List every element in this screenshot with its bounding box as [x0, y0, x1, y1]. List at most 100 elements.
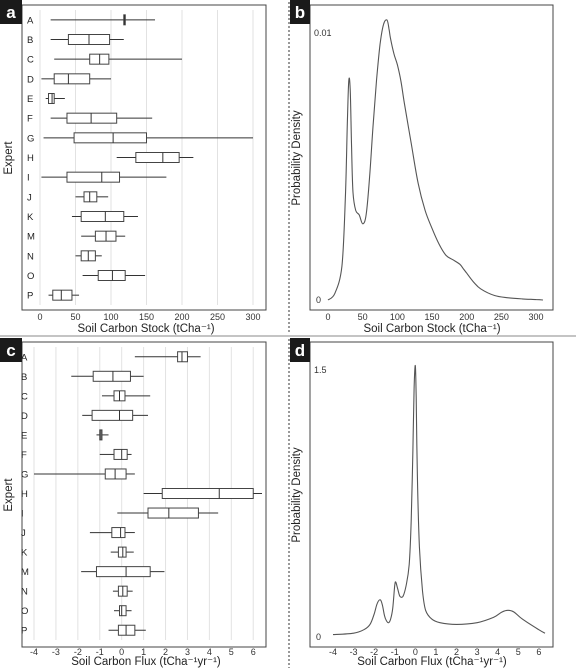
panel-b: b 0 50 100 150 200 250 300 0 0.01 Soil Carbon St… — [290, 0, 554, 335]
panel-c-expert-label: F — [21, 450, 27, 461]
panel-c-expert-label: M — [21, 567, 29, 578]
panel-c-box — [147, 507, 199, 519]
panel-b-plot: 0 50 100 150 200 250 300 0 0.01 — [314, 19, 544, 322]
panel-c-expert-label: N — [21, 587, 28, 598]
panel-d-x-tick-label: -3 — [350, 647, 358, 657]
panel-c-frame — [21, 341, 267, 648]
panel-a-expert-label: K — [27, 212, 34, 223]
panel-a-box — [83, 191, 98, 203]
panel-b-x-tick-label: 50 — [358, 312, 368, 322]
panel-b-y-tick-label: 0 — [316, 295, 321, 305]
panel-a-x-tick-label: 0 — [37, 312, 42, 322]
panel-c-label: c — [6, 341, 15, 360]
panel-c-x-tick-label: 2 — [163, 647, 168, 657]
panel-a-label: a — [6, 3, 16, 22]
panel-a-x-tick-label: 50 — [70, 312, 80, 322]
panel-c-box — [95, 566, 151, 578]
panel-a-expert-label: G — [27, 133, 34, 144]
panel-a-box — [135, 152, 180, 163]
panel-c-expert-label: O — [21, 606, 28, 617]
panel-d-density-line — [332, 364, 546, 636]
panel-a-x-tick-label: 250 — [210, 312, 225, 322]
panel-c-expert-label: I — [21, 509, 24, 520]
panel-b-label: b — [295, 3, 305, 22]
panel-c-expert-label: A — [21, 352, 28, 363]
panel-c-expert-label: G — [21, 469, 28, 480]
panel-c-box — [117, 546, 127, 558]
panel-a-expert-label: F — [27, 114, 33, 125]
panel-a-expert-label: O — [27, 271, 34, 282]
panel-c-expert-label: C — [21, 391, 28, 402]
panel-c-ylabel: Expert — [3, 478, 15, 512]
panel-d-x-tick-label: -2 — [370, 647, 378, 657]
panel-d-x-tick-label: 5 — [516, 647, 521, 657]
panel-b-density-line — [327, 19, 544, 301]
panel-c-box — [91, 409, 134, 421]
panel-c-expert-label: H — [21, 489, 28, 500]
panel-c-box — [113, 448, 128, 460]
panel-c-expert-label: J — [21, 528, 26, 539]
panel-b-label-box — [290, 0, 310, 24]
panel-a-ylabel: Expert — [3, 141, 15, 175]
panel-d-y-tick-label: 1.5 — [314, 365, 327, 375]
panel-c-x-tick-label: -4 — [30, 647, 38, 657]
panel-a-x-tick-label: 200 — [174, 312, 189, 322]
panel-b-x-tick-label: 300 — [529, 312, 544, 322]
panel-c-box — [104, 468, 127, 480]
panel-c-expert-label: D — [21, 411, 28, 422]
panel-a-expert-label: N — [27, 251, 34, 262]
panel-c-box — [177, 351, 188, 363]
panel-a-expert-label: E — [27, 94, 33, 105]
panel-b-ylabel: Probability Density — [291, 110, 303, 205]
panel-a-box — [80, 211, 125, 222]
panel-a-expert-label: I — [27, 173, 30, 184]
panel-b-xlabel: Soil Carbon Stock (tCha⁻¹) — [363, 323, 500, 335]
panel-c-x-tick-label: 6 — [251, 647, 256, 657]
panel-d-frame — [309, 341, 554, 648]
panel-a-box — [73, 132, 147, 144]
panel-a-x-tick-label: 100 — [103, 312, 118, 322]
panel-a-expert-label: H — [27, 153, 34, 164]
panel-a-x-tick-label: 300 — [245, 312, 260, 322]
panel-c-x-tick-label: 1 — [141, 647, 146, 657]
panel-b-x-tick-label: 250 — [494, 312, 509, 322]
panel-a-x-tick-label: 150 — [139, 312, 154, 322]
panel-d-ylabel: Probability Density — [291, 447, 303, 542]
panel-a-expert-label: J — [27, 192, 32, 203]
panel-d-xlabel: Soil Carbon Flux (tCha⁻¹yr⁻¹) — [357, 656, 507, 668]
panel-b-frame — [309, 4, 554, 311]
panel-c-box — [117, 624, 136, 636]
panel-a-box — [53, 73, 91, 85]
panel-d-y-tick-label: 0 — [316, 632, 321, 642]
panel-c-box — [111, 527, 126, 539]
panel-c-expert-label: E — [21, 430, 27, 441]
panel-c-label-box — [0, 338, 22, 362]
panel-d-plot: -4 -3 -2 -1 0 1 2 3 4 5 6 0 1.5 — [314, 364, 546, 657]
panel-c-x-tick-label: -2 — [74, 647, 82, 657]
panel-d-x-tick-label: -4 — [329, 647, 337, 657]
panel-a-expert-label: P — [27, 291, 33, 302]
panel-d-x-tick-label: 1 — [433, 647, 438, 657]
panel-c-x-tick-label: 4 — [207, 647, 212, 657]
panel-d-label: d — [295, 341, 305, 360]
panel-b-x-tick-label: 100 — [390, 312, 405, 322]
panel-a-label-box — [0, 0, 22, 24]
panel-d-x-tick-label: 3 — [475, 647, 480, 657]
panel-d-label-box — [290, 338, 310, 362]
panel-d: d -4 -3 -2 -1 0 1 2 3 4 5 6 0 1.5 Soil Carbon Flux (… — [290, 338, 554, 668]
panel-d-x-tick-label: 0 — [413, 647, 418, 657]
panel-a-expert-label: C — [27, 55, 34, 66]
panel-c-x-tick-label: -3 — [52, 647, 60, 657]
panel-a-expert-label: A — [27, 15, 34, 26]
panel-a-expert-label: M — [27, 232, 35, 243]
panel-a-expert-label: D — [27, 74, 34, 85]
panel-c-expert-label: P — [21, 626, 27, 637]
panel-a-box — [66, 112, 118, 124]
panel-d-x-tick-label: -1 — [391, 647, 399, 657]
panel-a-expert-label: B — [27, 35, 33, 46]
panel-b-x-tick-label: 0 — [325, 312, 330, 322]
